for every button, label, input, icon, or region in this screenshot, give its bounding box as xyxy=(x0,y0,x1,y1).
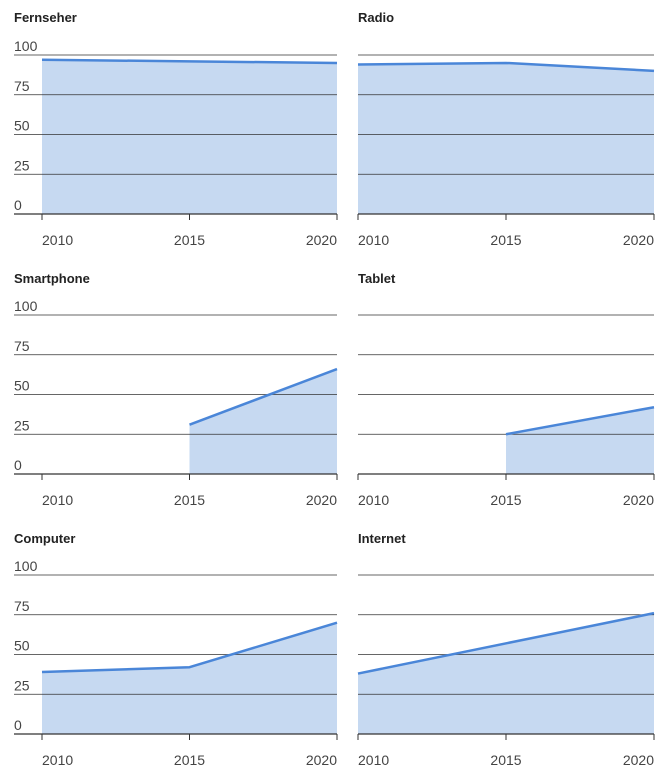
x-tick-label: 2015 xyxy=(174,492,205,508)
x-tick-label: 2020 xyxy=(623,752,654,768)
series-line xyxy=(357,611,655,675)
y-tick-label: 0 xyxy=(14,717,22,733)
series-line xyxy=(505,405,655,436)
x-tick-label: 2020 xyxy=(306,752,337,768)
x-tick-label: 2010 xyxy=(358,232,389,248)
chart-title: Computer xyxy=(14,531,75,546)
x-tick-label: 2015 xyxy=(490,492,521,508)
chart-title: Fernseher xyxy=(14,10,77,25)
y-tick-label: 50 xyxy=(14,638,30,654)
y-tick-label: 50 xyxy=(14,378,30,394)
series-line xyxy=(41,621,338,674)
area-fill xyxy=(358,613,654,734)
area-fill xyxy=(358,62,654,215)
chart-panel-fernseher: Fernseher 100 75 50 25 0 2010 2015 2020 xyxy=(14,10,338,248)
area-fill xyxy=(42,59,337,214)
x-tick-label: 2010 xyxy=(42,752,73,768)
y-tick-label: 25 xyxy=(14,677,30,693)
chart-panel-tablet: Tablet 2010 2015 2020 xyxy=(357,271,655,508)
series-line xyxy=(41,58,338,65)
x-tick-label: 2015 xyxy=(174,752,205,768)
chart-title: Smartphone xyxy=(14,271,90,286)
area-fill xyxy=(506,407,654,474)
y-tick-label: 100 xyxy=(14,558,38,574)
x-tick-label: 2020 xyxy=(306,232,337,248)
x-tick-label: 2020 xyxy=(623,232,654,248)
x-tick-label: 2010 xyxy=(42,492,73,508)
chart-panel-internet: Internet 2010 2015 2020 xyxy=(357,531,655,768)
x-tick-label: 2010 xyxy=(358,492,389,508)
chart-panel-computer: Computer 100 75 50 25 0 2010 2015 2020 xyxy=(14,531,338,768)
series-line xyxy=(357,61,655,73)
series-line xyxy=(189,367,338,426)
y-tick-label: 25 xyxy=(14,417,30,433)
y-tick-label: 75 xyxy=(14,338,30,354)
chart-title: Radio xyxy=(358,10,394,25)
x-tick-label: 2010 xyxy=(358,752,389,768)
chart-title: Internet xyxy=(358,531,406,546)
x-tick-label: 2020 xyxy=(306,492,337,508)
x-tick-label: 2020 xyxy=(623,492,654,508)
x-tick-label: 2015 xyxy=(490,232,521,248)
y-tick-label: 25 xyxy=(14,157,30,173)
y-tick-label: 100 xyxy=(14,298,38,314)
x-tick-label: 2010 xyxy=(42,232,73,248)
y-tick-label: 0 xyxy=(14,457,22,473)
y-tick-label: 75 xyxy=(14,598,30,614)
y-tick-label: 0 xyxy=(14,197,22,213)
y-tick-label: 75 xyxy=(14,78,30,94)
x-tick-label: 2015 xyxy=(490,752,521,768)
chart-panel-smartphone: Smartphone 100 75 50 25 0 2010 2015 2020 xyxy=(14,271,338,508)
y-tick-label: 100 xyxy=(14,38,38,54)
chart-panel-radio: Radio 2010 2015 2020 xyxy=(357,10,655,248)
x-tick-label: 2015 xyxy=(174,232,205,248)
area-fill xyxy=(189,369,337,474)
y-tick-label: 50 xyxy=(14,118,30,134)
chart-title: Tablet xyxy=(358,271,396,286)
area-fill xyxy=(42,622,337,734)
